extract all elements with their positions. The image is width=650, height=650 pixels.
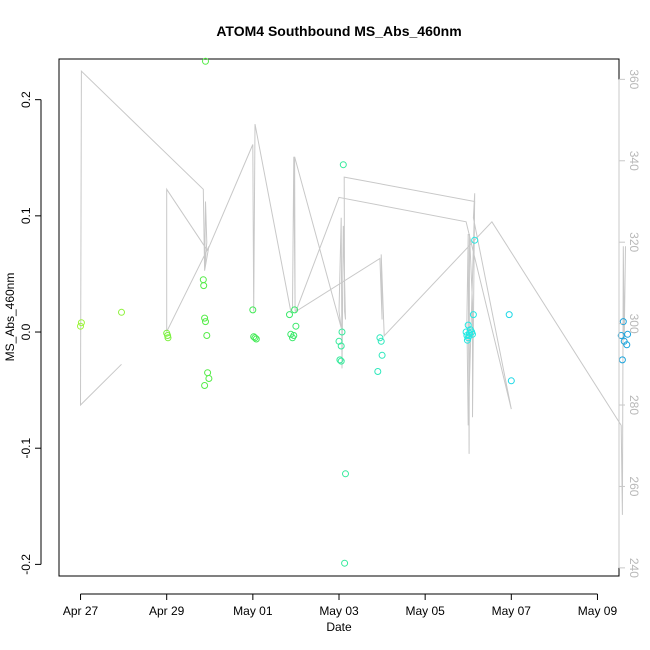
x-tick-label-5: May 07 bbox=[492, 604, 532, 618]
y-axis: -0.2 -0.1 0.0 0.1 0.2 bbox=[19, 91, 42, 575]
data-point-14 bbox=[201, 382, 209, 389]
plot-frame bbox=[58, 58, 620, 577]
y-tick-label-4: 0.2 bbox=[19, 91, 33, 108]
data-point-17 bbox=[251, 334, 259, 342]
x-axis-label: Date bbox=[326, 620, 352, 634]
right-y-axis: 240 260 280 300 320 340 360 bbox=[618, 69, 641, 578]
data-point-26 bbox=[336, 356, 344, 364]
data-point-48 bbox=[463, 336, 471, 344]
data-point-43 bbox=[469, 330, 476, 338]
data-point-13 bbox=[205, 375, 213, 382]
point-layer bbox=[77, 57, 632, 567]
data-point-6 bbox=[199, 276, 207, 284]
secondary-line-layer bbox=[79, 70, 626, 515]
data-point-50 bbox=[507, 377, 515, 385]
data-point-0 bbox=[77, 322, 84, 330]
data-point-15 bbox=[249, 306, 257, 314]
secondary-series-line bbox=[79, 70, 626, 515]
data-point-12 bbox=[204, 369, 212, 377]
data-point-29 bbox=[339, 161, 347, 169]
data-point-19 bbox=[286, 311, 293, 319]
y-axis-label: MS_Abs_460nm bbox=[3, 273, 17, 362]
y-tick-label-3: 0.1 bbox=[19, 207, 33, 224]
right-y-tick-label-1: 260 bbox=[627, 476, 641, 496]
data-point-27 bbox=[337, 357, 345, 365]
data-point-10 bbox=[203, 332, 211, 339]
x-tick-label-0: Apr 27 bbox=[63, 604, 99, 618]
data-point-49 bbox=[505, 311, 513, 319]
x-tick-label-1: Apr 29 bbox=[149, 604, 185, 618]
y-tick-label-2: 0.0 bbox=[19, 323, 33, 340]
data-point-5 bbox=[164, 334, 172, 342]
data-point-11 bbox=[202, 57, 209, 65]
data-point-22 bbox=[290, 332, 298, 339]
data-point-56 bbox=[618, 356, 626, 364]
data-point-45 bbox=[464, 321, 472, 329]
data-point-2 bbox=[118, 308, 125, 316]
x-axis: Apr 27 Apr 29 May 01 May 03 May 05 May 07 May … bbox=[63, 593, 618, 618]
data-point-8 bbox=[201, 314, 209, 322]
x-tick-label-6: May 09 bbox=[578, 604, 618, 618]
data-point-55 bbox=[623, 341, 631, 349]
data-point-9 bbox=[202, 318, 209, 326]
data-point-35 bbox=[378, 351, 386, 359]
x-tick-label-3: May 03 bbox=[319, 604, 359, 618]
data-point-32 bbox=[337, 342, 345, 350]
data-point-1 bbox=[77, 319, 85, 327]
x-tick-label-2: May 01 bbox=[233, 604, 273, 618]
data-point-23 bbox=[291, 306, 299, 314]
right-y-tick-label-5: 340 bbox=[627, 151, 641, 171]
right-y-tick-label-0: 240 bbox=[627, 558, 641, 578]
data-point-36 bbox=[374, 368, 382, 375]
data-point-34 bbox=[377, 337, 385, 345]
data-point-54 bbox=[624, 330, 632, 338]
data-point-47 bbox=[466, 329, 473, 337]
right-y-tick-label-6: 360 bbox=[627, 69, 641, 89]
data-point-46 bbox=[471, 236, 479, 244]
x-tick-label-4: May 05 bbox=[405, 604, 445, 618]
data-point-7 bbox=[200, 282, 208, 290]
data-point-44 bbox=[469, 311, 477, 319]
data-point-18 bbox=[252, 335, 260, 343]
chart-title: ATOM4 Southbound MS_Abs_460nm bbox=[216, 23, 461, 39]
right-y-tick-label-3: 300 bbox=[627, 314, 641, 334]
data-point-51 bbox=[619, 318, 627, 326]
data-point-30 bbox=[342, 470, 349, 478]
right-y-tick-label-2: 280 bbox=[627, 395, 641, 415]
data-point-33 bbox=[376, 334, 384, 342]
y-tick-label-1: -0.1 bbox=[19, 438, 33, 459]
data-point-31 bbox=[341, 559, 349, 567]
data-point-28 bbox=[338, 328, 346, 336]
data-point-24 bbox=[292, 322, 300, 330]
data-point-52 bbox=[617, 332, 625, 339]
right-y-tick-label-4: 320 bbox=[627, 232, 641, 252]
y-tick-label-0: -0.2 bbox=[19, 554, 33, 575]
